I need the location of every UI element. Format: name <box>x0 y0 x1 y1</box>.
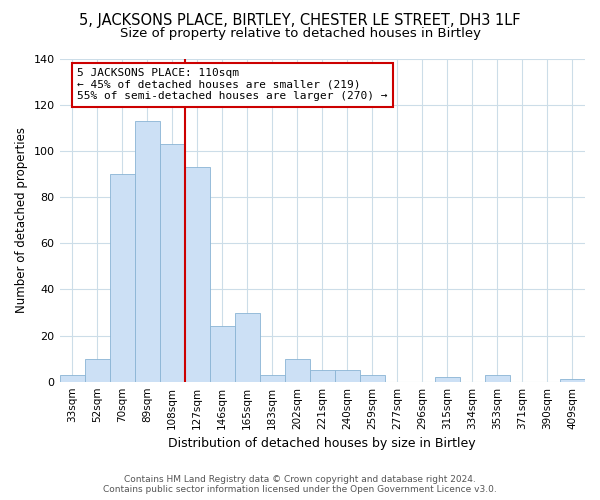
Bar <box>110 174 134 382</box>
Bar <box>360 375 385 382</box>
Bar <box>235 312 260 382</box>
Bar <box>59 375 85 382</box>
Bar <box>85 358 110 382</box>
Text: 5 JACKSONS PLACE: 110sqm
← 45% of detached houses are smaller (219)
55% of semi-: 5 JACKSONS PLACE: 110sqm ← 45% of detach… <box>77 68 388 102</box>
Bar <box>310 370 335 382</box>
Bar <box>485 375 510 382</box>
Bar <box>560 380 585 382</box>
Text: Contains HM Land Registry data © Crown copyright and database right 2024.
Contai: Contains HM Land Registry data © Crown c… <box>103 474 497 494</box>
Bar <box>260 375 285 382</box>
Bar <box>185 168 209 382</box>
Bar <box>435 377 460 382</box>
Y-axis label: Number of detached properties: Number of detached properties <box>15 128 28 314</box>
X-axis label: Distribution of detached houses by size in Birtley: Distribution of detached houses by size … <box>169 437 476 450</box>
Bar <box>160 144 185 382</box>
Bar <box>285 358 310 382</box>
Text: 5, JACKSONS PLACE, BIRTLEY, CHESTER LE STREET, DH3 1LF: 5, JACKSONS PLACE, BIRTLEY, CHESTER LE S… <box>79 12 521 28</box>
Bar <box>134 121 160 382</box>
Bar <box>209 326 235 382</box>
Bar <box>335 370 360 382</box>
Text: Size of property relative to detached houses in Birtley: Size of property relative to detached ho… <box>119 28 481 40</box>
